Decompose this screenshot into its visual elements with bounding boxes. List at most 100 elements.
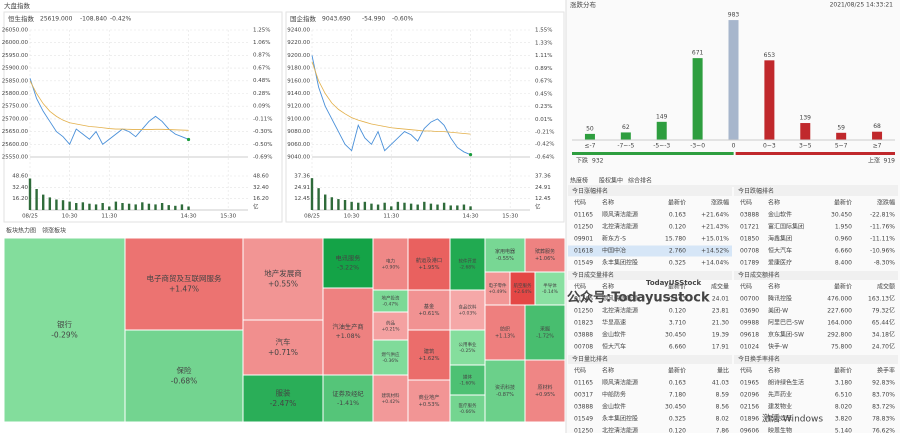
x-tick-label: 08/25 (22, 214, 38, 220)
table-cell[interactable]: 顺风清洁能源 (602, 211, 638, 219)
table-cell: 6.510 (835, 392, 852, 399)
table-cell: 01549 (574, 260, 593, 267)
sector-tile[interactable] (407, 289, 451, 331)
table-cell: 34.18亿 (872, 331, 895, 339)
table-cell[interactable]: 北控清洁能源 (602, 307, 638, 315)
table-cell[interactable]: 金山软件 (768, 211, 792, 219)
column-header: 名称 (768, 367, 780, 375)
sector-tile[interactable] (242, 319, 324, 376)
sector-name: 商业地产 (419, 393, 440, 401)
tab[interactable]: 综合排名 (628, 177, 652, 185)
table-cell: 24.70亿 (872, 343, 895, 351)
table-cell[interactable]: 永丰集团控股 (602, 259, 638, 267)
volume-tick-label: 24.91 (294, 185, 310, 191)
sector-tile[interactable] (524, 237, 566, 273)
sector-tile[interactable] (484, 304, 526, 361)
sector-name: 纺织 (500, 326, 510, 333)
sector-tile[interactable] (407, 237, 451, 291)
sector-tile[interactable] (372, 237, 409, 291)
table-cell[interactable]: 爱康医疗 (768, 259, 792, 267)
table-cell[interactable]: 京东集团-SW (768, 331, 804, 339)
bar (800, 123, 811, 140)
table-cell[interactable]: 顺风清洁能源 (602, 295, 638, 303)
sector-tile[interactable] (484, 237, 526, 273)
sector-tile[interactable] (372, 339, 409, 376)
volume-bar (409, 203, 413, 210)
table-cell[interactable]: 阿里巴巴-SW (768, 319, 804, 327)
sector-tile[interactable] (407, 329, 451, 381)
table-cell[interactable]: 恒大汽车 (602, 343, 626, 351)
table-cell[interactable]: 腾讯控股 (768, 295, 792, 303)
bar (836, 132, 847, 140)
table-cell: 0.120 (669, 308, 686, 315)
table-cell[interactable]: 顺风清洁能源 (602, 379, 638, 387)
sector-tile[interactable] (372, 374, 409, 423)
table-cell: 02096 (740, 392, 759, 399)
y-tick-label: 25550.00 (2, 155, 29, 161)
table-cell: 01789 (740, 260, 759, 267)
table-cell[interactable]: 快手-W (768, 343, 788, 351)
sector-tile[interactable] (484, 359, 526, 423)
table-cell[interactable]: 中国中冶 (602, 247, 626, 255)
y2-tick-label: 1.25% (253, 28, 270, 34)
table-title: 今日涨幅排名 (572, 187, 608, 195)
table-cell[interactable]: 朗诗绿色生活 (768, 379, 804, 387)
column-header: 名称 (602, 199, 614, 207)
sector-tile[interactable] (524, 359, 566, 423)
sector-tile[interactable] (449, 329, 486, 366)
sector-tile[interactable] (242, 374, 324, 423)
sector-tile[interactable] (322, 374, 374, 423)
column-header: 量比 (717, 367, 729, 375)
tab[interactable]: 股权集中 (599, 177, 623, 185)
table-cell[interactable]: 美团-W (768, 307, 788, 315)
volume-bar (456, 205, 459, 210)
volume-tick-label: 37.36 (294, 174, 310, 180)
table-cell: 23.81 (712, 308, 729, 315)
tab[interactable]: 领涨板块 (42, 227, 66, 235)
table-cell[interactable]: 映恩生物 (768, 427, 792, 433)
tab[interactable]: 热度榜 (570, 177, 588, 185)
sector-tile[interactable] (449, 237, 486, 291)
table-cell[interactable]: 金山软件 (602, 403, 626, 411)
table-cell[interactable]: 金山软件 (602, 331, 626, 339)
table-cell: 83.70% (872, 392, 895, 399)
table-cell[interactable]: 北控清洁能源 (602, 223, 638, 231)
tab[interactable]: 板块热力图 (6, 227, 36, 235)
sector-name: 家用电器 (495, 248, 515, 255)
table-cell: 30.450 (831, 212, 852, 219)
table-cell[interactable]: 猫眼娱乐 (768, 415, 792, 423)
sector-tile[interactable] (124, 237, 244, 331)
bar-value: 149 (656, 113, 668, 120)
sector-tile[interactable] (449, 394, 486, 423)
table-cell[interactable]: 永丰集团控股 (602, 415, 638, 423)
sector-tile[interactable] (322, 287, 374, 376)
sector-tile[interactable] (484, 271, 511, 306)
sector-tile[interactable] (242, 237, 324, 321)
table-cell[interactable]: 北控清洁能源 (602, 427, 638, 433)
sector-tile[interactable] (524, 304, 566, 361)
table-cell[interactable]: 建发物业 (768, 403, 792, 411)
sector-change: +0.61% (418, 311, 439, 317)
table-cell[interactable]: 富汇国际集团 (768, 223, 804, 231)
sector-name: 航空服务 (514, 282, 532, 289)
table-cell[interactable]: 华显高速 (602, 319, 626, 327)
table-cell[interactable]: 海鑫集团 (768, 235, 792, 243)
table-cell: 164.000 (827, 320, 852, 327)
index-name: 国企指数 (290, 14, 317, 23)
table-cell[interactable]: 恒大汽车 (768, 247, 792, 255)
table-cell: 00708 (574, 344, 593, 351)
table-cell[interactable]: 中船防务 (602, 391, 626, 399)
sector-change: -0.14% (542, 289, 559, 295)
y-tick-label: 9040.00 (287, 155, 310, 161)
page-title: 大盘指数 (4, 1, 31, 10)
sector-name: 电讯服务 (336, 254, 361, 263)
sector-tile[interactable] (407, 379, 451, 423)
volume-bar (75, 203, 78, 210)
table-cell[interactable]: 新东方-S (602, 235, 626, 243)
table-cell[interactable]: 先声药业 (768, 391, 792, 399)
table-cell: 0.120 (669, 224, 686, 231)
sector-change: -0.66% (460, 409, 477, 415)
sector-tile[interactable] (322, 237, 374, 289)
category-label: 0 (732, 143, 736, 150)
sector-tile[interactable] (124, 329, 244, 423)
